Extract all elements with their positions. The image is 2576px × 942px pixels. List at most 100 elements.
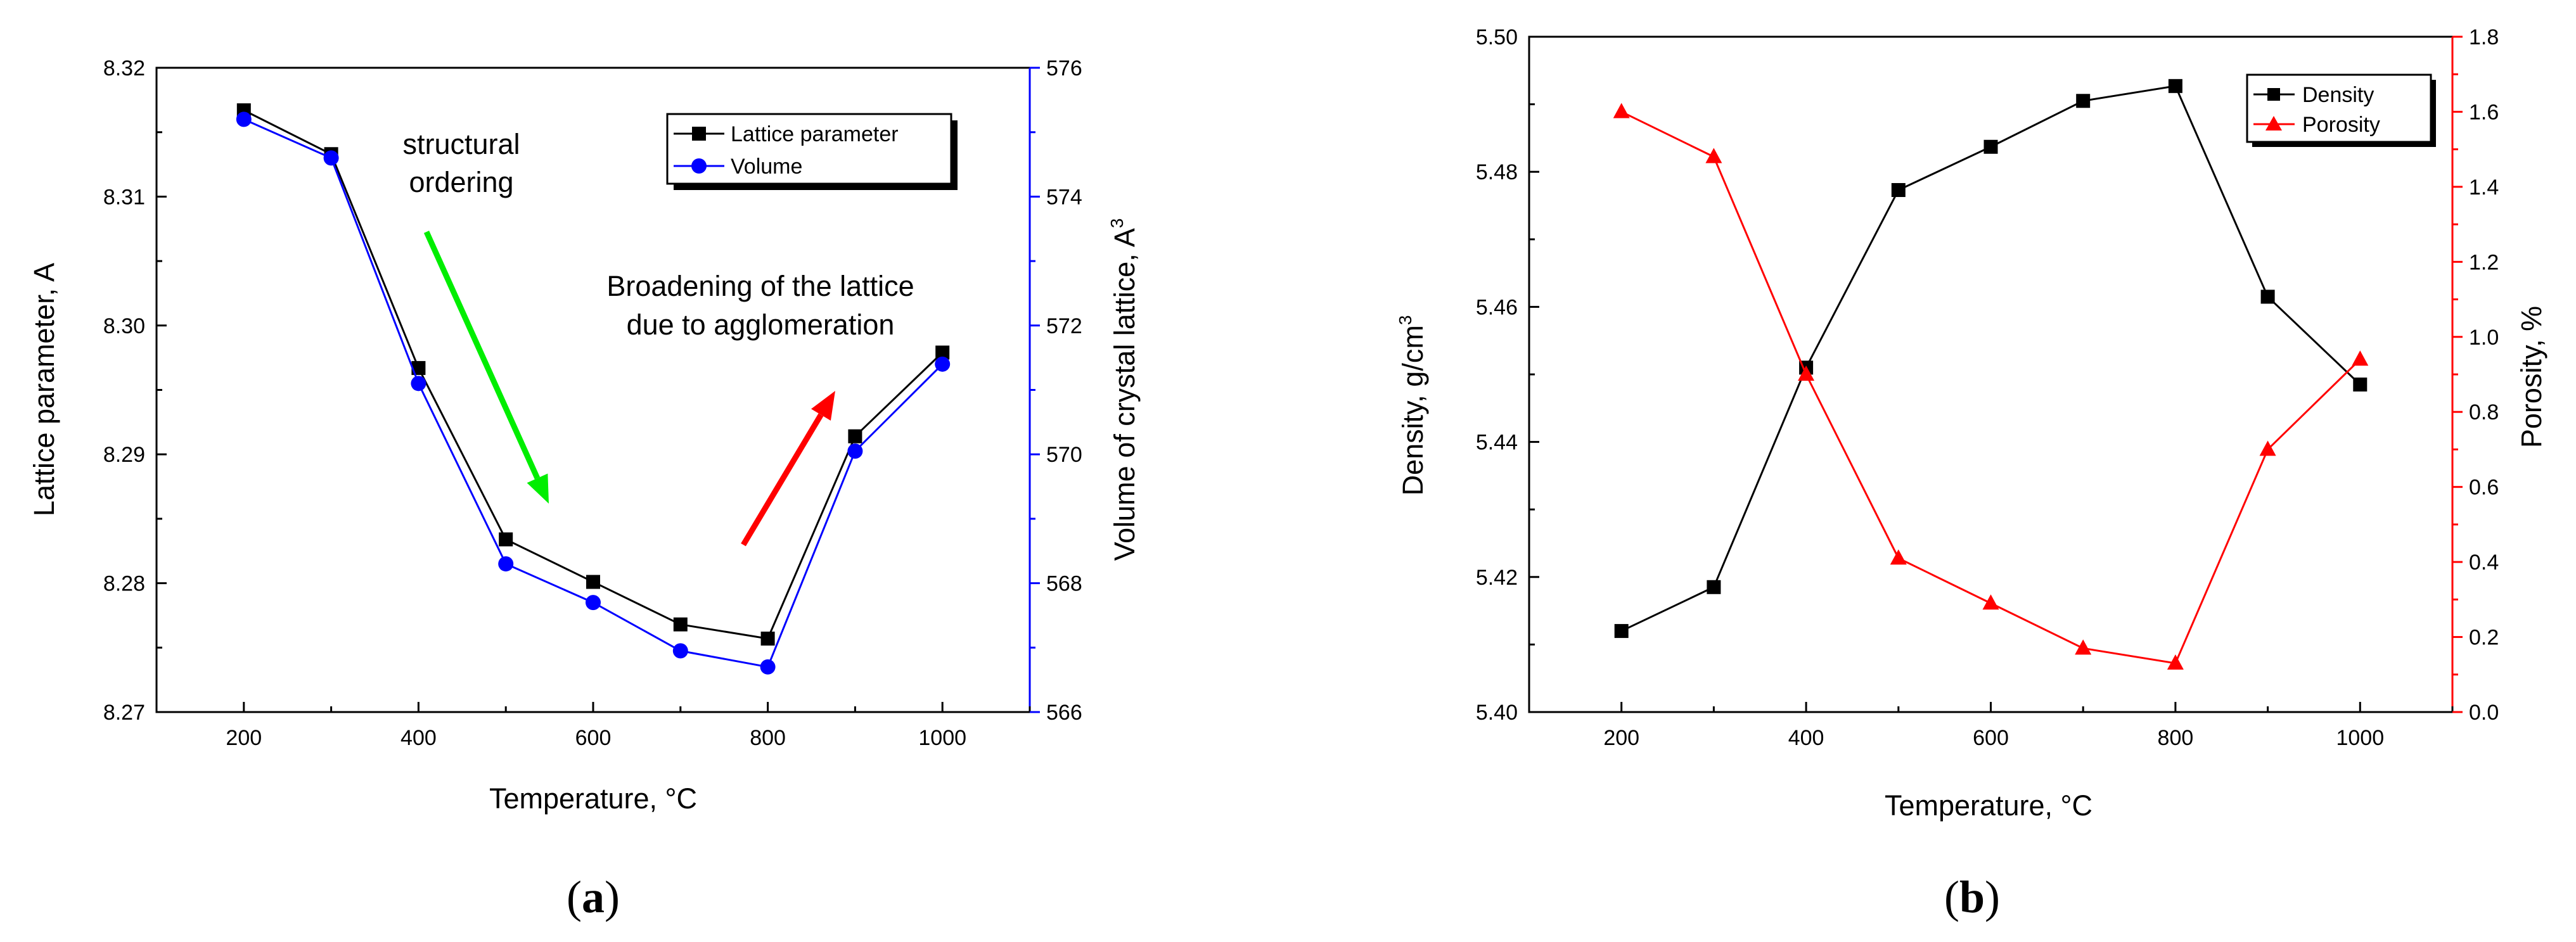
data-point-density bbox=[2076, 94, 2091, 108]
x-tick-label: 600 bbox=[575, 726, 612, 750]
panel-b-chart: 200 400 600 800 1000 5.40 5.42 5.44 5.46 5.48 5.5… bbox=[1395, 25, 2547, 922]
data-point-porosity bbox=[2075, 639, 2092, 655]
legend-marker-volume bbox=[691, 158, 707, 174]
x-tick-label: 800 bbox=[2158, 726, 2194, 750]
left-y-tick-label: 5.48 bbox=[1476, 160, 1518, 184]
data-point-porosity bbox=[1798, 366, 1815, 381]
data-point-volume bbox=[847, 443, 863, 459]
panel-a-left-axis: 8.27 8.28 8.29 8.30 8.31 8.32 bbox=[103, 56, 167, 725]
legend-marker-density bbox=[2267, 88, 2280, 101]
panel-a-legend: Lattice parameter Volume bbox=[666, 113, 958, 190]
data-point-volume bbox=[411, 376, 426, 391]
data-point-lattice-parameter bbox=[935, 345, 950, 360]
legend-label-porosity: Porosity bbox=[2302, 113, 2380, 137]
data-point-density bbox=[2353, 377, 2368, 391]
x-tick-label: 1000 bbox=[918, 726, 966, 750]
annotation-ordering: ordering bbox=[409, 166, 513, 198]
panel-a-chart: 200 400 600 800 1000 8.27 8.28 8.29 8.30 8.31 8.3… bbox=[28, 56, 1141, 922]
legend-label-volume: Volume bbox=[731, 155, 802, 179]
data-point-volume bbox=[498, 556, 514, 572]
right-y-tick-label: 1.2 bbox=[2469, 250, 2499, 274]
broadening-arrow-head bbox=[811, 391, 835, 421]
left-y-tick-label: 5.50 bbox=[1476, 25, 1518, 49]
data-point-lattice-parameter bbox=[411, 360, 426, 375]
data-point-lattice-parameter bbox=[848, 429, 862, 443]
data-point-porosity bbox=[1613, 103, 1630, 118]
right-y-tick-label: 0.4 bbox=[2469, 551, 2499, 575]
right-y-tick-label: 576 bbox=[1046, 56, 1082, 80]
right-y-tick-label: 0.8 bbox=[2469, 400, 2499, 424]
x-tick-label: 400 bbox=[1788, 726, 1824, 750]
x-tick-label: 400 bbox=[400, 726, 437, 750]
data-point-porosity bbox=[2352, 350, 2369, 366]
panel-b-legend: Density Porosity bbox=[2246, 73, 2436, 147]
panel-b-right-axis-title: Porosity, % bbox=[2515, 306, 2547, 448]
panel-b-x-axis-title: Temperature, °C bbox=[1885, 789, 2092, 822]
data-point-density bbox=[1891, 182, 1906, 197]
data-point-volume bbox=[935, 356, 951, 372]
left-y-tick-label: 8.32 bbox=[103, 56, 145, 80]
annotation-broadening: Broadening of the lattice bbox=[606, 270, 914, 302]
data-point-density bbox=[2168, 79, 2182, 93]
right-y-tick-label: 1.4 bbox=[2469, 175, 2499, 200]
legend-label-lattice: Lattice parameter bbox=[731, 122, 899, 146]
panel-b-right-axis: 0.0 0.2 0.4 0.6 0.8 1.0 1.2 1.4 1.6 1.8 bbox=[2452, 25, 2499, 725]
series-line-porosity bbox=[1621, 111, 2361, 665]
legend-marker-porosity bbox=[2265, 116, 2282, 130]
data-point-volume bbox=[323, 150, 339, 166]
panel-b-x-axis: 200 400 600 800 1000 bbox=[1528, 702, 2454, 750]
data-point-porosity bbox=[2259, 440, 2276, 456]
broadening-arrow-shaft bbox=[741, 413, 824, 547]
left-y-tick-label: 8.27 bbox=[103, 701, 145, 725]
data-point-lattice-parameter bbox=[760, 632, 775, 646]
left-y-tick-label: 5.46 bbox=[1476, 295, 1518, 319]
data-point-volume bbox=[760, 659, 776, 675]
data-point-porosity bbox=[1705, 148, 1722, 163]
data-point-lattice-parameter bbox=[499, 532, 513, 547]
x-tick-label: 200 bbox=[226, 726, 262, 750]
panel-b-caption: (b) bbox=[1944, 872, 2000, 922]
left-y-tick-label: 5.44 bbox=[1476, 431, 1518, 455]
panel-a-right-axis-title: Volume of crystal lattice, A3 bbox=[1107, 219, 1141, 561]
right-y-tick-label: 570 bbox=[1046, 443, 1082, 467]
data-point-density bbox=[1983, 139, 1998, 154]
legend-label-density: Density bbox=[2302, 83, 2374, 107]
data-point-volume bbox=[236, 111, 252, 127]
data-point-density bbox=[1707, 580, 1721, 594]
left-y-tick-label: 8.31 bbox=[103, 185, 145, 209]
right-y-tick-label: 566 bbox=[1046, 701, 1082, 725]
data-point-porosity bbox=[1890, 549, 1907, 565]
left-y-tick-label: 5.40 bbox=[1476, 701, 1518, 725]
data-point-density bbox=[2260, 290, 2275, 304]
x-tick-label: 1000 bbox=[2336, 726, 2384, 750]
data-point-density bbox=[1614, 624, 1629, 639]
x-tick-label: 600 bbox=[1973, 726, 2009, 750]
data-point-lattice-parameter bbox=[673, 617, 688, 632]
data-point-porosity bbox=[2167, 654, 2184, 670]
panel-b-left-axis-title: Density, g/cm3 bbox=[1395, 315, 1429, 496]
panel-b-left-axis: 5.40 5.42 5.44 5.46 5.48 5.50 bbox=[1476, 25, 1539, 725]
right-y-tick-label: 568 bbox=[1046, 572, 1082, 596]
right-y-tick-label: 1.0 bbox=[2469, 326, 2499, 350]
series-line-density bbox=[1621, 85, 2361, 632]
annotation-agglomeration: due to agglomeration bbox=[627, 309, 895, 341]
right-y-tick-label: 1.6 bbox=[2469, 100, 2499, 124]
panel-a-legend-box bbox=[666, 113, 952, 185]
right-y-tick-label: 574 bbox=[1046, 185, 1082, 209]
panel-a-x-axis: 200 400 600 800 1000 bbox=[155, 702, 1031, 750]
panel-a-series bbox=[236, 103, 951, 675]
x-tick-label: 800 bbox=[750, 726, 786, 750]
panel-a-caption: (a) bbox=[567, 872, 620, 922]
right-y-tick-label: 1.8 bbox=[2469, 25, 2499, 49]
right-y-tick-label: 0.6 bbox=[2469, 476, 2499, 500]
left-y-tick-label: 5.42 bbox=[1476, 566, 1518, 590]
right-y-tick-label: 0.0 bbox=[2469, 701, 2499, 725]
panel-a-arrows bbox=[423, 231, 835, 547]
ordering-arrow-head bbox=[527, 473, 549, 504]
ordering-arrow-shaft bbox=[423, 231, 541, 480]
left-y-tick-label: 8.28 bbox=[103, 572, 145, 596]
right-y-tick-label: 572 bbox=[1046, 314, 1082, 338]
panel-a-left-axis-title: Lattice parameter, A bbox=[28, 263, 60, 516]
annotation-structural: structural bbox=[402, 128, 520, 160]
